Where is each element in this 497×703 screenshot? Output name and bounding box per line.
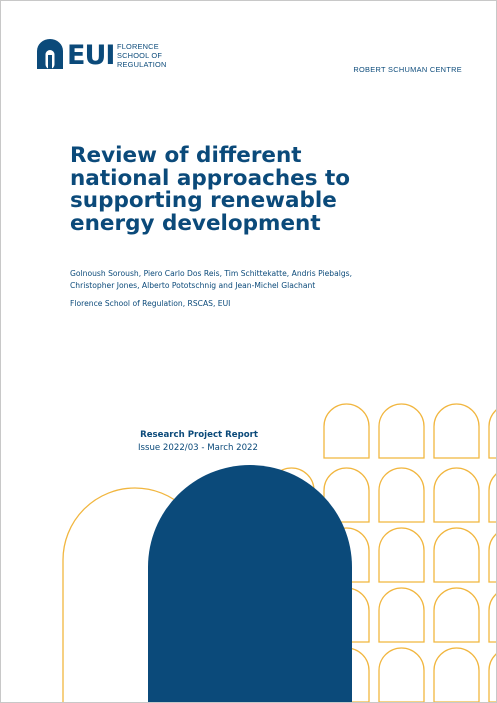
arch-outline — [488, 409, 496, 459]
arch-outline — [433, 403, 480, 459]
arch-outline — [488, 533, 496, 583]
author-list: Golnoush Soroush, Piero Carlo Dos Reis, … — [70, 268, 430, 292]
arch-outline — [433, 587, 480, 643]
logo-subtitle-line: FLORENCE — [117, 42, 159, 51]
arch-outline — [378, 403, 425, 459]
centre-label: ROBERT SCHUMAN CENTRE — [353, 65, 462, 74]
arch-outline — [378, 587, 425, 643]
title-line: national approaches to — [70, 165, 351, 191]
issue-date: Issue 2022/03 - March 2022 — [137, 443, 258, 453]
report-type: Research Project Report — [140, 430, 258, 440]
arch-outline — [488, 653, 496, 702]
arch-outline — [488, 593, 496, 643]
arch-outline — [433, 647, 480, 702]
affiliation: Florence School of Regulation, RSCAS, EU… — [70, 299, 231, 308]
author-line: Christopher Jones, Alberto Pototschnig a… — [70, 281, 316, 290]
title-line: energy development — [70, 210, 321, 236]
arch-outline — [378, 647, 425, 702]
logo-subtitle-line: REGULATION — [117, 60, 167, 69]
title-line: Review of different — [70, 143, 302, 168]
logo-wordmark: EUI — [67, 40, 115, 71]
arch-outline — [378, 527, 425, 583]
arch-outline — [323, 467, 370, 523]
arch-outline — [378, 467, 425, 523]
arch-outline — [433, 467, 480, 523]
report-title: Review of different national approaches … — [70, 143, 400, 236]
large-navy-arch — [148, 465, 352, 702]
title-line: supporting renewable — [70, 188, 337, 213]
logo-subtitle-line: SCHOOL OF — [117, 51, 163, 60]
author-line: Golnoush Soroush, Piero Carlo Dos Reis, … — [70, 269, 353, 278]
arch-outline — [323, 403, 370, 459]
arch-outline — [488, 473, 496, 523]
building-logo-icon — [37, 39, 63, 69]
logo-subtitle: FLORENCE SCHOOL OF REGULATION — [117, 42, 207, 69]
arch-outline — [433, 527, 480, 583]
